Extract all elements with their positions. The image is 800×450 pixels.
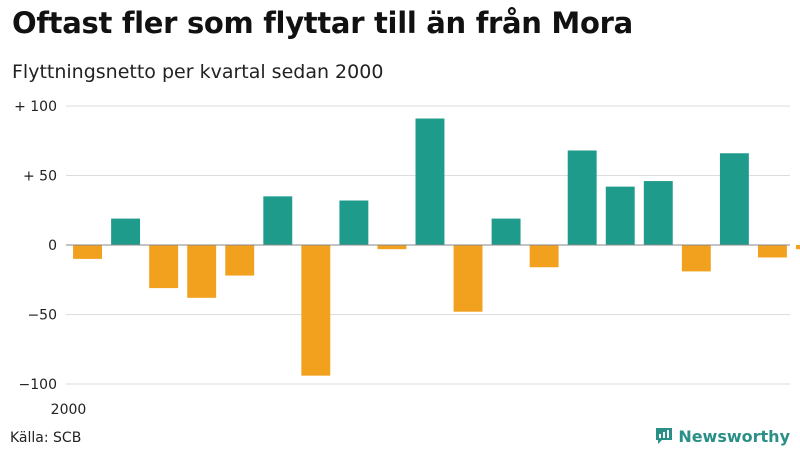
bars: [73, 118, 800, 376]
bar: [225, 245, 255, 276]
source-note: Källa: SCB: [10, 430, 82, 446]
x-tick-label: 2000: [51, 402, 87, 418]
bar: [339, 200, 369, 245]
bar: [681, 245, 711, 272]
bar: [605, 186, 635, 245]
bar: [643, 181, 673, 245]
bar: [377, 245, 407, 250]
y-tick-label: + 50: [23, 169, 57, 185]
bar: [111, 218, 141, 245]
bar: [453, 245, 483, 312]
bar: [73, 245, 102, 259]
y-tick-label: + 100: [14, 99, 57, 115]
brand-name: Newsworthy: [678, 426, 790, 446]
y-tick-label: −100: [19, 377, 57, 393]
bar: [757, 245, 787, 258]
bar: [149, 245, 179, 289]
bar: [415, 118, 445, 245]
brand-logo: Newsworthy: [654, 426, 790, 446]
bar: [529, 245, 559, 268]
y-tick-label: 0: [48, 238, 57, 254]
bar: [719, 153, 749, 245]
bar: [301, 245, 331, 376]
axes: + 100+ 500−50−10020002005201020152020: [14, 99, 790, 418]
bar: [491, 218, 521, 245]
y-tick-label: −50: [27, 308, 57, 324]
bar: [263, 196, 293, 245]
chart-title: Oftast fler som flyttar till än från Mor…: [12, 6, 633, 40]
bar: [567, 150, 597, 245]
bar: [796, 245, 800, 250]
chart-subtitle: Flyttningsnetto per kvartal sedan 2000: [12, 61, 384, 83]
newsworthy-logo-icon: [656, 428, 673, 444]
bar: [187, 245, 217, 298]
